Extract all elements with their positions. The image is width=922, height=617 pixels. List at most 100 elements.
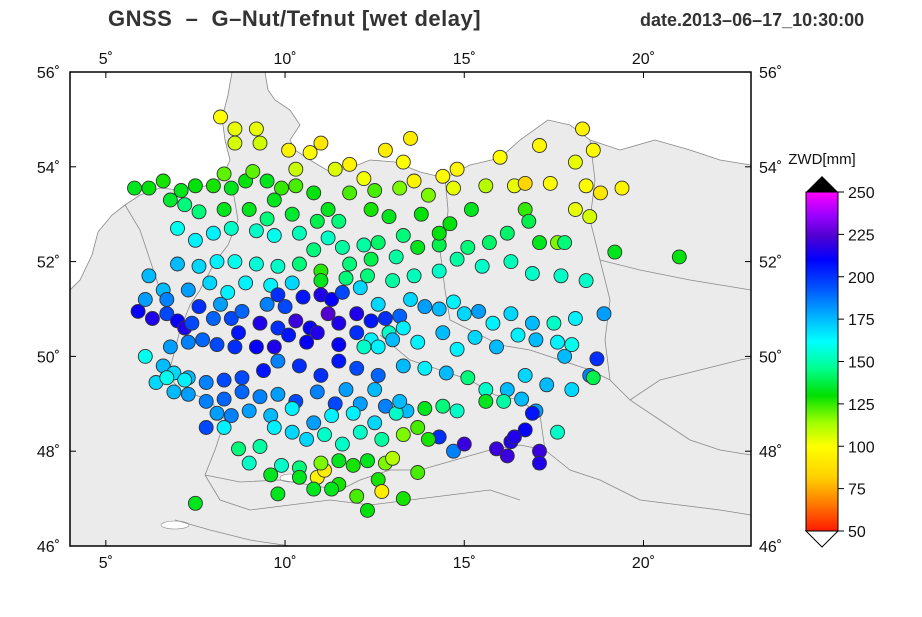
- station-marker: [567, 202, 583, 217]
- station-marker: [539, 377, 555, 393]
- station-marker: [363, 202, 379, 217]
- station-marker: [195, 332, 211, 348]
- station-marker: [395, 320, 411, 336]
- station-marker: [438, 365, 454, 381]
- station-marker: [320, 306, 336, 322]
- station-marker: [499, 448, 515, 464]
- station-marker: [291, 469, 307, 485]
- station-marker: [367, 415, 383, 431]
- station-marker: [144, 311, 160, 326]
- station-marker: [162, 192, 178, 208]
- station-marker: [517, 175, 533, 191]
- station-marker: [184, 315, 200, 331]
- lake-geneva: [160, 520, 190, 530]
- station-marker: [510, 327, 526, 343]
- colorbar-title: ZWD[mm]: [788, 151, 855, 168]
- station-marker: [216, 391, 232, 407]
- station-marker: [170, 256, 185, 272]
- station-marker: [259, 296, 275, 312]
- station-marker: [137, 348, 153, 364]
- station-marker: [216, 166, 232, 182]
- colorbar-tick-label: 225: [848, 227, 875, 244]
- lat-tick-label-left: 54˚: [37, 160, 60, 177]
- station-marker: [263, 467, 279, 483]
- colorbar-tick-label: 50: [848, 524, 866, 541]
- station-marker: [241, 403, 257, 419]
- station-marker: [288, 161, 304, 177]
- station-marker: [456, 306, 472, 322]
- station-marker: [435, 398, 451, 414]
- station-marker: [460, 239, 476, 255]
- station-marker: [370, 367, 386, 383]
- station-marker: [467, 329, 483, 345]
- station-marker: [266, 339, 282, 355]
- station-marker: [521, 213, 537, 229]
- station-marker: [349, 488, 365, 504]
- station-marker: [223, 220, 239, 236]
- station-marker: [177, 197, 193, 213]
- station-marker: [320, 230, 336, 246]
- map-axes: 5˚ 5˚ 10˚ 10˚ 15˚ 15˚ 20˚ 20˚ 46˚ 46˚ 48˚ 48˚ 50˚ 50˚…: [37, 51, 782, 572]
- station-marker: [281, 327, 297, 343]
- station-marker: [205, 311, 221, 326]
- lat-tick-label-left: 56˚: [37, 65, 60, 82]
- station-marker: [589, 351, 605, 367]
- lat-tick-label-right: 54˚: [759, 160, 782, 177]
- station-marker: [370, 339, 386, 355]
- station-marker: [413, 206, 429, 222]
- station-marker: [524, 315, 540, 331]
- station-marker: [324, 292, 340, 307]
- station-marker: [392, 393, 408, 409]
- station-marker: [313, 135, 329, 151]
- station-marker: [349, 325, 365, 341]
- station-marker: [187, 178, 203, 194]
- station-marker: [299, 334, 315, 350]
- station-marker: [284, 424, 300, 440]
- station-marker: [159, 292, 175, 307]
- station-marker: [198, 393, 214, 409]
- station-marker: [395, 491, 411, 507]
- station-marker: [209, 254, 225, 270]
- station-marker: [471, 303, 487, 319]
- station-marker: [248, 339, 264, 355]
- station-marker: [209, 337, 225, 353]
- station-marker: [557, 348, 573, 364]
- station-marker: [374, 484, 390, 499]
- station-marker: [327, 161, 343, 177]
- station-marker: [223, 408, 239, 424]
- station-marker: [395, 228, 411, 243]
- station-marker: [517, 367, 533, 383]
- station-marker: [349, 360, 365, 376]
- station-marker: [291, 256, 307, 272]
- station-marker: [542, 175, 558, 191]
- station-marker: [524, 266, 540, 281]
- station-marker: [410, 334, 426, 350]
- colorbar-tick-label: 75: [848, 482, 866, 499]
- station-marker: [550, 334, 565, 350]
- station-marker: [198, 420, 214, 435]
- station-marker: [266, 420, 282, 435]
- lat-tick-label-left: 46˚: [37, 539, 60, 556]
- lat-tick-label-left: 50˚: [37, 349, 60, 366]
- station-marker: [284, 275, 300, 291]
- station-marker: [313, 273, 329, 289]
- lat-tick-label-right: 46˚: [759, 539, 782, 556]
- station-marker: [363, 313, 379, 329]
- station-marker: [578, 178, 594, 194]
- station-marker: [137, 292, 153, 307]
- station-marker: [446, 180, 461, 196]
- colorbar-min-arrow: [804, 530, 840, 548]
- station-marker: [252, 439, 268, 454]
- station-marker: [435, 325, 451, 341]
- station-marker: [352, 424, 368, 440]
- station-marker: [291, 358, 307, 374]
- station-marker: [306, 185, 322, 201]
- station-marker: [248, 223, 264, 239]
- station-marker: [313, 455, 329, 471]
- station-marker: [403, 292, 418, 307]
- colorbar-max-arrow: [806, 176, 838, 192]
- station-marker: [191, 299, 207, 315]
- station-marker: [299, 431, 315, 447]
- station-marker: [277, 299, 293, 315]
- station-marker: [410, 420, 426, 435]
